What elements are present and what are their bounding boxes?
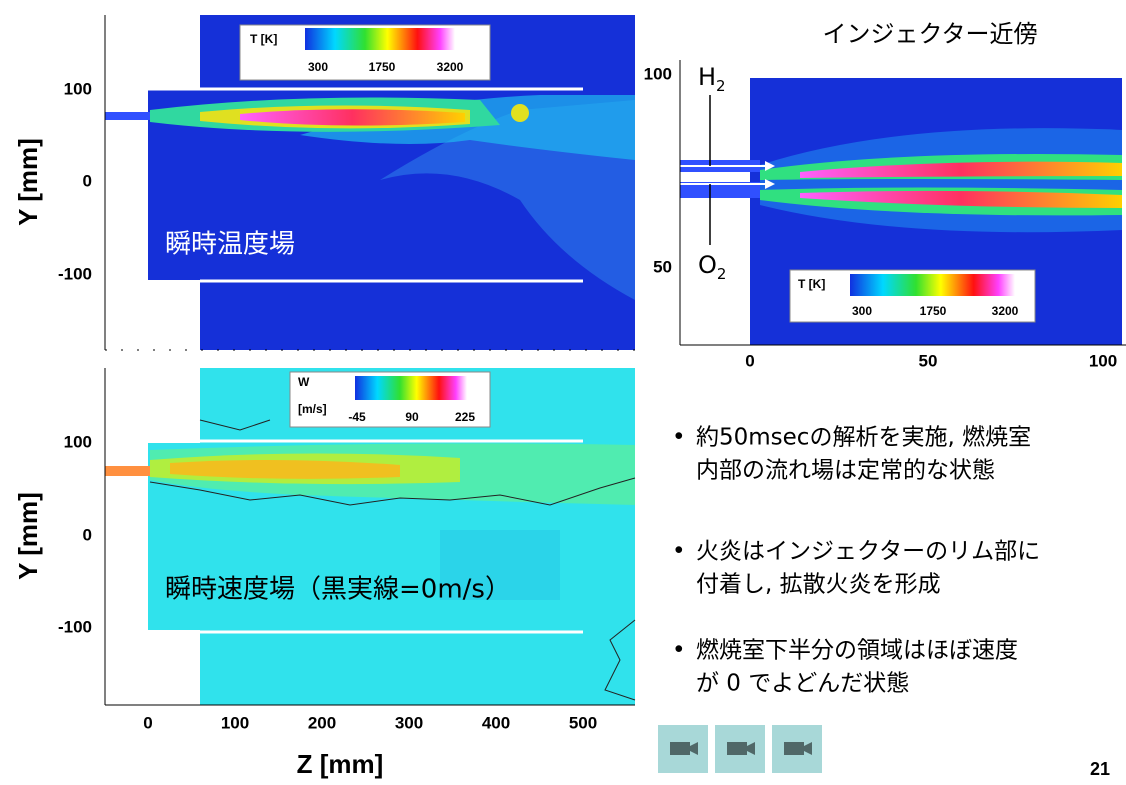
flame: [511, 104, 529, 122]
slide: T [K] 300 1750 3200 100 0 -100 瞬時温度場 Y […: [0, 0, 1126, 785]
y-tick-label: 100: [64, 79, 92, 98]
species-sub: 2: [716, 77, 726, 95]
legend-tick: 300: [308, 60, 328, 74]
bullet-marker: •: [672, 425, 686, 451]
species-base: O: [698, 251, 717, 279]
legend-tick: 3200: [992, 304, 1019, 318]
species-sub: 2: [717, 265, 727, 283]
page-number: 21: [1090, 759, 1110, 779]
legend-title: T [K]: [250, 32, 277, 46]
x-tick-label: 500: [569, 713, 597, 732]
x-tick-label: 0: [143, 713, 152, 732]
field: [200, 630, 635, 705]
bullet-list: • 約50msecの解析を実施, 燃焼室 内部の流れ場は定常的な状態 • 火炎は…: [672, 425, 1040, 697]
legend-tick: 1750: [369, 60, 396, 74]
y-tick-label: -100: [58, 264, 92, 283]
bullet-marker: •: [672, 638, 686, 664]
colorbar: [355, 376, 467, 400]
plot-label: 瞬時温度場: [165, 230, 295, 260]
y-tick-label: 0: [83, 525, 92, 544]
species-base: H: [698, 63, 716, 91]
x-tick-label: 100: [221, 713, 249, 732]
x-tick-label: 200: [308, 713, 336, 732]
legend-tick: 90: [405, 410, 419, 424]
x-tick-label: 300: [395, 713, 423, 732]
y-tick-label: 50: [653, 257, 672, 276]
legend-tick: 3200: [437, 60, 464, 74]
y-axis-label: Y [mm]: [13, 492, 43, 580]
jet: [105, 112, 150, 120]
inset-title: インジェクター近傍: [822, 20, 1037, 48]
y-tick-label: 100: [64, 432, 92, 451]
x-axis-label: Z [mm]: [297, 749, 384, 779]
temperature-plot: T [K] 300 1750 3200 100 0 -100 瞬時温度場 Y […: [13, 15, 635, 350]
field: [200, 280, 635, 350]
bullet-line: 約50msecの解析を実施, 燃焼室: [696, 425, 1031, 451]
bullet-line: 付着し, 拡散火炎を形成: [696, 572, 941, 598]
species-label: H2: [698, 63, 726, 95]
y-tick-label: 0: [83, 171, 92, 190]
x-tick-label: 0: [745, 351, 754, 370]
legend-unit: [m/s]: [298, 402, 327, 416]
legend-tick: 300: [852, 304, 872, 318]
flow: [170, 460, 400, 479]
y-tick-label: 100: [644, 64, 672, 83]
y-tick-label: -100: [58, 617, 92, 636]
legend-tick: 225: [455, 410, 475, 424]
x-tick-label: 50: [919, 351, 938, 370]
bullet-marker: •: [672, 539, 686, 565]
velocity-plot: W [m/s] -45 90 225 100 0 -100 瞬時速度場（黒実線=…: [13, 368, 635, 779]
species-label: O2: [698, 251, 726, 283]
legend-title: W: [298, 375, 310, 389]
colorbar: [850, 274, 1015, 296]
bullet-line: が 0 でよどんだ状態: [696, 671, 909, 697]
colorbar: [305, 28, 455, 50]
legend-title: T [K]: [798, 277, 825, 291]
inset-plot: インジェクター近傍 H2 O2 100 50 0 50 100 T [K] 30…: [644, 20, 1126, 370]
bullet-line: 燃焼室下半分の領域はほぼ速度: [696, 638, 1018, 664]
plot-label: 瞬時速度場（黒実線=0m/s）: [165, 575, 511, 605]
jet: [105, 466, 150, 476]
legend-tick: 1750: [920, 304, 947, 318]
bullet-line: 内部の流れ場は定常的な状態: [696, 458, 995, 484]
x-tick-label: 400: [482, 713, 510, 732]
x-tick-label: 100: [1089, 351, 1117, 370]
movie-button[interactable]: [715, 725, 765, 773]
bullet-line: 火炎はインジェクターのリム部に: [696, 539, 1040, 565]
legend-tick: -45: [348, 410, 366, 424]
movie-button[interactable]: [772, 725, 822, 773]
y-axis-label: Y [mm]: [13, 138, 43, 226]
movie-button[interactable]: [658, 725, 708, 773]
